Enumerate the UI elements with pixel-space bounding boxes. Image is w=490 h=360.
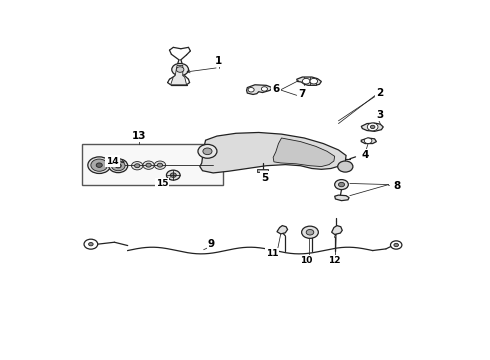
Polygon shape — [335, 195, 349, 201]
Polygon shape — [277, 226, 288, 234]
Circle shape — [111, 161, 125, 171]
Text: 11: 11 — [266, 249, 278, 258]
Circle shape — [115, 163, 121, 168]
Polygon shape — [297, 77, 321, 85]
Circle shape — [154, 161, 166, 169]
Text: 2: 2 — [377, 88, 384, 98]
Circle shape — [261, 87, 268, 91]
Circle shape — [176, 67, 184, 72]
Text: 15: 15 — [156, 179, 168, 188]
Polygon shape — [273, 138, 335, 167]
Circle shape — [368, 123, 378, 131]
Polygon shape — [246, 85, 272, 94]
Circle shape — [306, 229, 314, 235]
Circle shape — [364, 138, 372, 144]
Circle shape — [143, 161, 154, 169]
Text: 3: 3 — [377, 110, 384, 120]
Circle shape — [157, 163, 163, 167]
Circle shape — [335, 180, 348, 190]
Polygon shape — [361, 123, 383, 131]
Circle shape — [96, 163, 102, 167]
Polygon shape — [171, 66, 187, 85]
Text: 6: 6 — [272, 84, 279, 94]
Circle shape — [248, 87, 254, 92]
Text: 13: 13 — [132, 131, 147, 141]
Circle shape — [391, 241, 402, 249]
Circle shape — [167, 170, 180, 180]
Text: 14: 14 — [106, 157, 119, 166]
Circle shape — [131, 162, 143, 170]
Text: 9: 9 — [208, 239, 215, 249]
Circle shape — [170, 173, 176, 177]
Circle shape — [135, 164, 140, 168]
Circle shape — [84, 239, 98, 249]
Text: 12: 12 — [328, 256, 341, 265]
Bar — [257, 169, 268, 172]
Text: 8: 8 — [393, 181, 401, 191]
Circle shape — [146, 163, 151, 167]
Circle shape — [91, 159, 108, 171]
Circle shape — [88, 157, 111, 174]
Text: 5: 5 — [261, 173, 268, 183]
Circle shape — [339, 183, 344, 187]
Circle shape — [338, 161, 353, 172]
Circle shape — [310, 78, 318, 84]
Circle shape — [302, 78, 310, 84]
Text: 1: 1 — [215, 56, 222, 66]
Polygon shape — [332, 226, 342, 234]
Circle shape — [394, 243, 398, 247]
Polygon shape — [361, 138, 376, 144]
Circle shape — [302, 226, 318, 238]
Text: 4: 4 — [361, 150, 369, 161]
Circle shape — [370, 125, 375, 129]
Circle shape — [203, 148, 212, 155]
Text: 7: 7 — [299, 90, 306, 99]
Circle shape — [198, 144, 217, 158]
Bar — [82, 144, 222, 185]
Circle shape — [89, 243, 93, 246]
Polygon shape — [200, 132, 346, 173]
Circle shape — [172, 63, 189, 76]
Text: 10: 10 — [300, 256, 313, 265]
Circle shape — [109, 159, 128, 173]
